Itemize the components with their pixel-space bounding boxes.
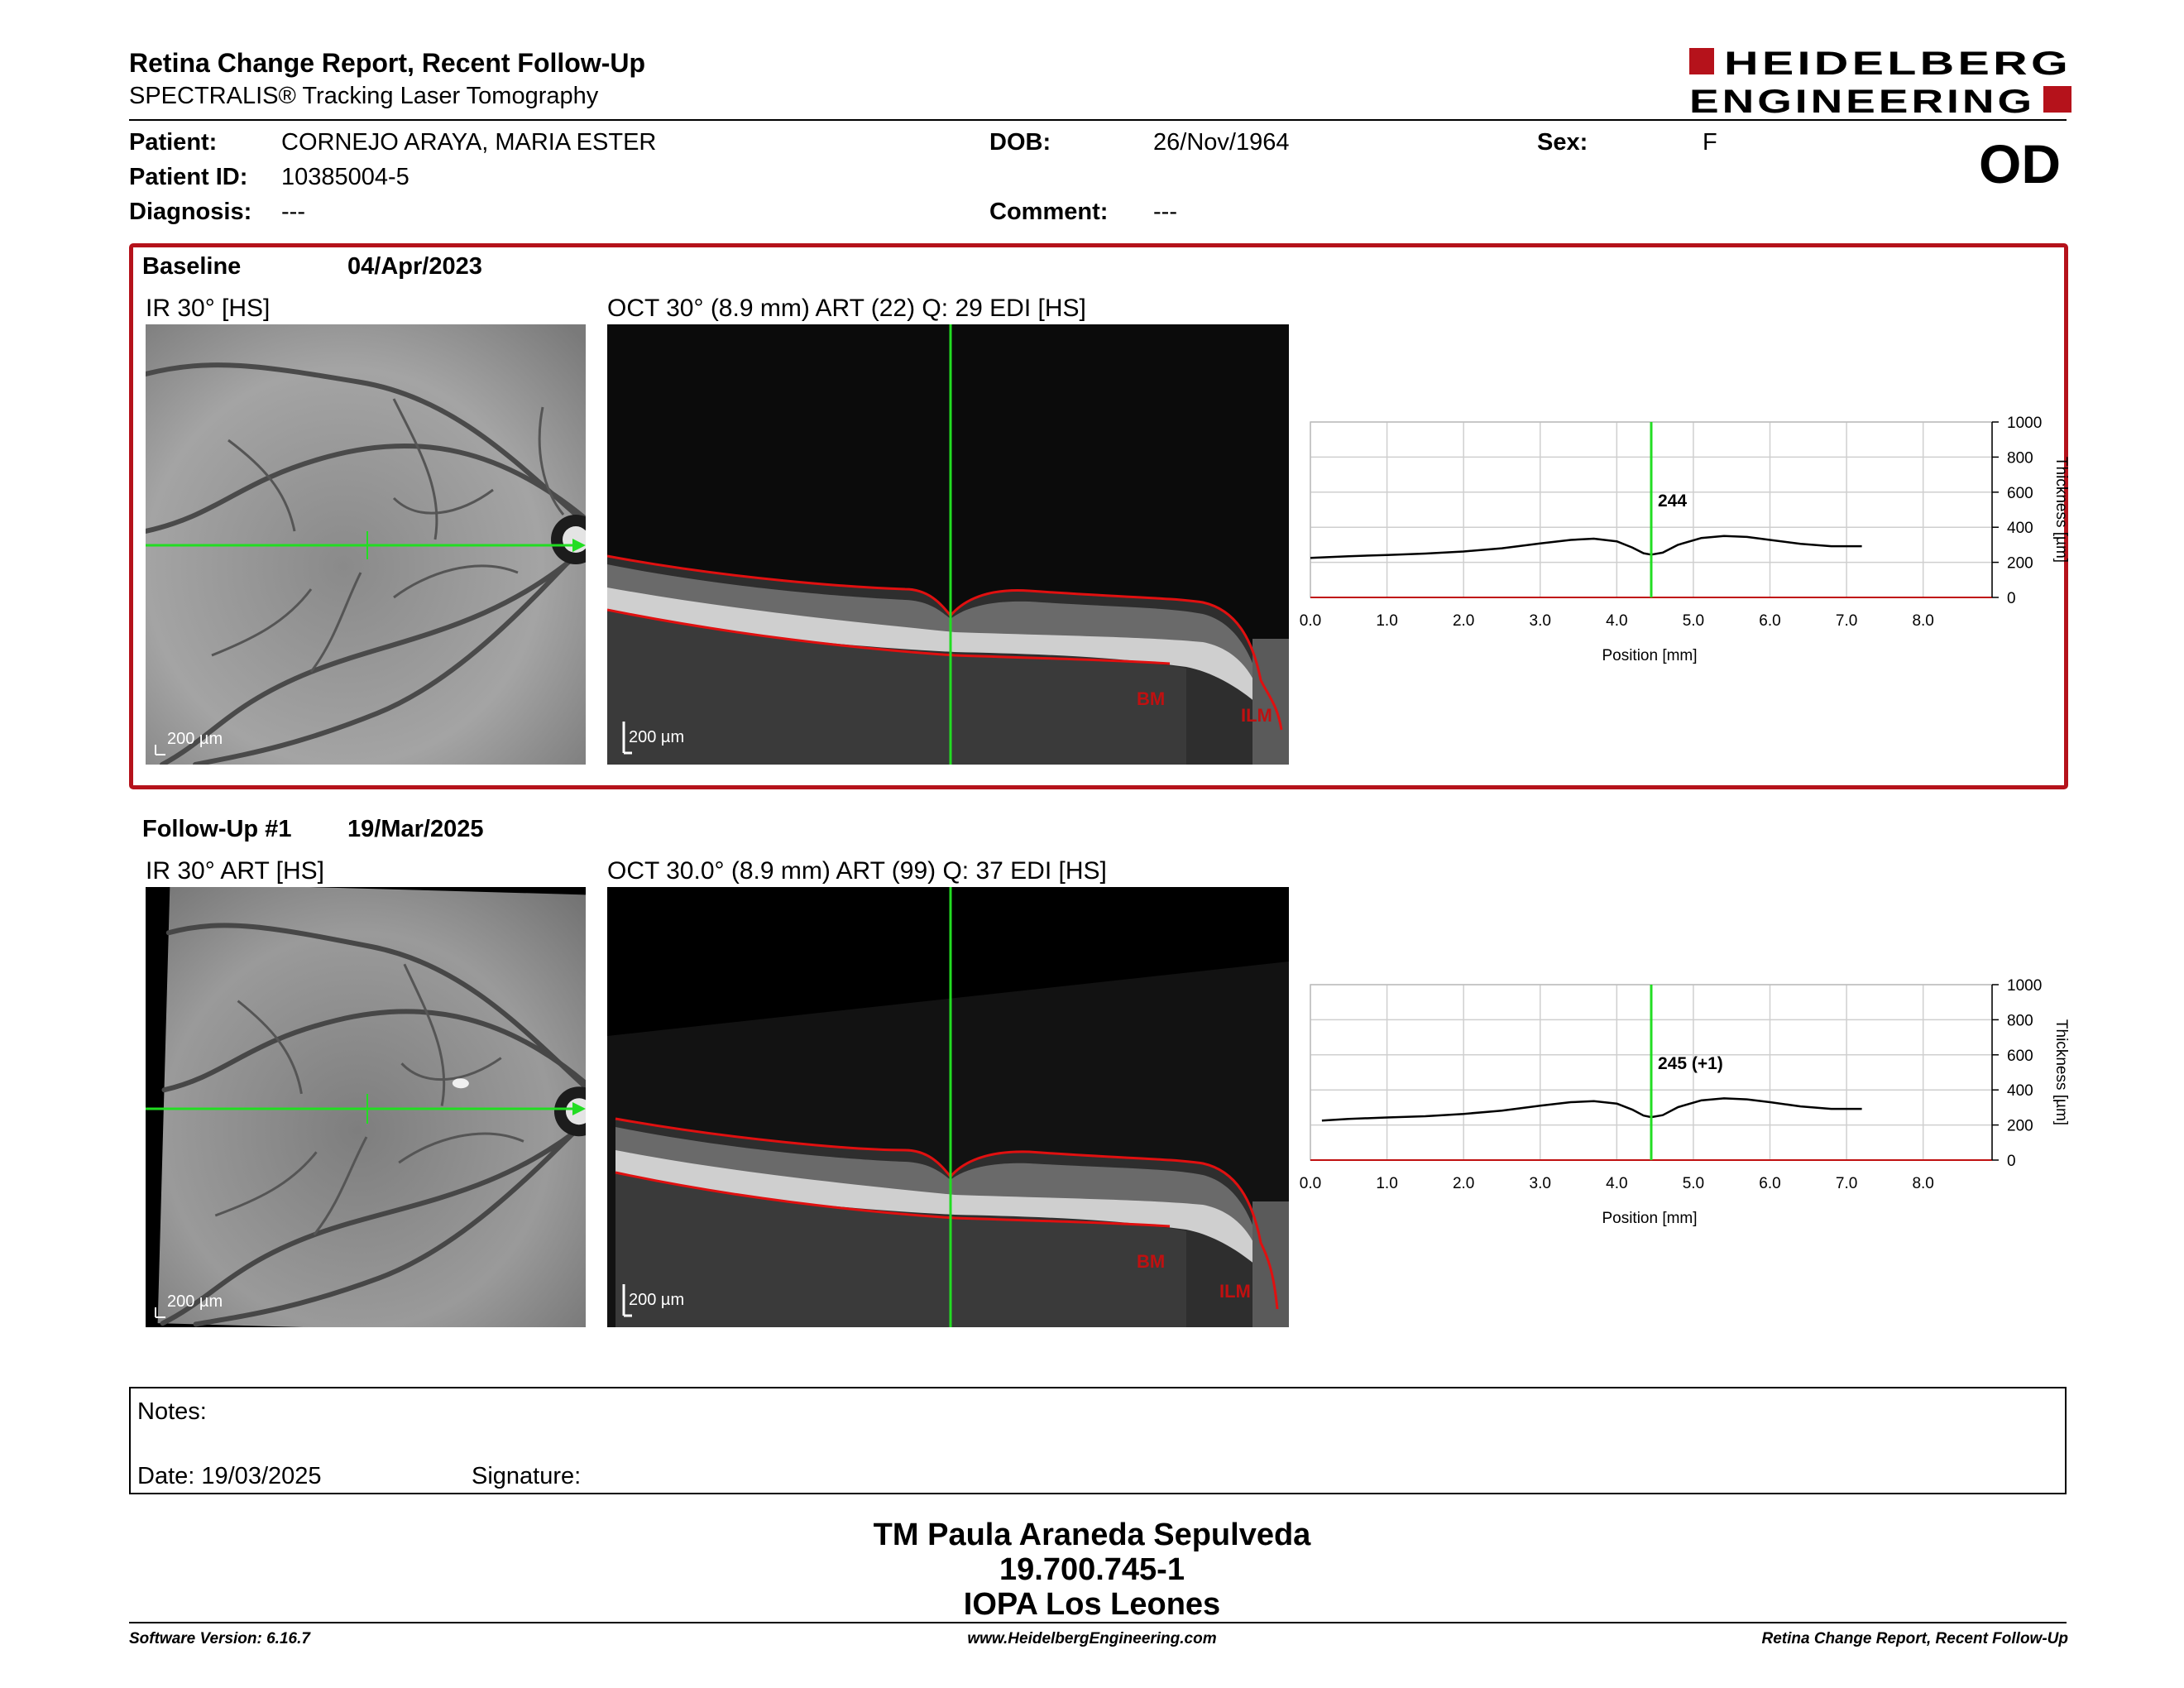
baseline-ir-image: 200 µm: [146, 324, 586, 765]
followup-date: 19/Mar/2025: [347, 816, 484, 842]
x-tick-label: 8.0: [1912, 612, 1933, 630]
x-tick-label: 2.0: [1453, 1175, 1474, 1192]
footer-software: Software Version: 6.16.7: [129, 1630, 310, 1647]
diagnosis-value: ---: [281, 199, 305, 225]
sex-label: Sex:: [1537, 129, 1588, 156]
followup-thickness-chart: 0 200 400 600 800 1000 0.0 1.0 2.0 3.0 4.0 5.0 6.0 7.…: [1299, 976, 2076, 1249]
y-axis-label: Thickness [µm]: [2052, 1019, 2070, 1125]
dob-label: DOB:: [989, 129, 1051, 156]
signature-label: Signature:: [472, 1463, 582, 1489]
svg-text:HEIDELBERG: HEIDELBERG: [1724, 46, 2071, 82]
followup-bm-label: BM: [1137, 1251, 1166, 1272]
report-subtitle: SPECTRALIS® Tracking Laser Tomography: [129, 83, 599, 109]
x-tick-label: 7.0: [1836, 1175, 1857, 1192]
dob-value: 26/Nov/1964: [1153, 129, 1290, 156]
eye-indicator: OD: [1979, 133, 2061, 194]
followup-ir-label: IR 30° ART [HS]: [146, 857, 324, 885]
baseline-label: Baseline: [142, 253, 242, 280]
baseline-thickness-svg: 0 200 400 600 800 1000 0.0 1.0 2.0 3.0 4.0 5.0 6.0 7.…: [1300, 415, 2070, 664]
footer-website[interactable]: www.HeidelbergEngineering.com: [967, 1630, 1217, 1647]
x-axis-label: Position [mm]: [1602, 1210, 1697, 1227]
followup-ir-image: 200 µm: [146, 887, 586, 1327]
x-tick-label: 6.0: [1759, 612, 1780, 630]
followup-ir-scale: 200 µm: [167, 1292, 223, 1311]
patient-name-label: Patient:: [129, 129, 218, 156]
signer-institution: IOPA Los Leones: [963, 1587, 1221, 1622]
baseline-oct-scale: 200 µm: [629, 728, 685, 746]
x-tick-label: 5.0: [1683, 612, 1704, 630]
x-tick-label: 4.0: [1606, 612, 1627, 630]
svg-text:ENGINEERING: ENGINEERING: [1689, 84, 2035, 116]
followup-oct-scale: 200 µm: [629, 1291, 685, 1309]
y-axis-label: Thickness [µm]: [2052, 457, 2070, 563]
y-tick-label: 0: [2007, 590, 2016, 607]
y-tick-label: 800: [2007, 449, 2033, 467]
y-tick-label: 200: [2007, 555, 2033, 573]
baseline-ir-label: IR 30° [HS]: [146, 295, 271, 322]
x-tick-label: 6.0: [1759, 1175, 1780, 1192]
y-tick-label: 200: [2007, 1118, 2033, 1135]
x-tick-label: 1.0: [1376, 612, 1397, 630]
x-tick-label: 3.0: [1530, 1175, 1551, 1192]
header-divider: [129, 119, 2067, 121]
followup-ilm-label: ILM: [1219, 1281, 1251, 1302]
baseline-date: 04/Apr/2023: [347, 253, 482, 280]
comment-value: ---: [1153, 199, 1177, 225]
baseline-oct-label: OCT 30° (8.9 mm) ART (22) Q: 29 EDI [HS]: [607, 295, 1086, 322]
notes-box[interactable]: Notes: Date: 19/03/2025 Signature:: [129, 1387, 2067, 1494]
baseline-oct-image: 200 µm BM ILM: [607, 324, 1289, 765]
baseline-ilm-label: ILM: [1241, 705, 1272, 726]
diagnosis-label: Diagnosis:: [129, 199, 252, 225]
y-tick-label: 600: [2007, 485, 2033, 502]
report-title: Retina Change Report, Recent Follow-Up: [129, 48, 646, 78]
y-tick-label: 1000: [2007, 415, 2042, 432]
footer-report: Retina Change Report, Recent Follow-Up: [1761, 1630, 2068, 1647]
followup-label: Follow-Up #1: [142, 816, 292, 842]
x-tick-label: 5.0: [1683, 1175, 1704, 1192]
footer-divider: [129, 1622, 2067, 1623]
baseline-bm-label: BM: [1137, 688, 1166, 709]
followup-oct-image: 200 µm BM ILM: [607, 887, 1289, 1327]
y-tick-label: 1000: [2007, 977, 2042, 995]
y-tick-label: 0: [2007, 1153, 2016, 1170]
notes-date: Date: 19/03/2025: [137, 1463, 322, 1489]
baseline-panel: [129, 243, 2068, 789]
followup-oct-label: OCT 30.0° (8.9 mm) ART (99) Q: 37 EDI [H…: [607, 857, 1107, 885]
x-tick-label: 1.0: [1376, 1175, 1397, 1192]
x-axis-label: Position [mm]: [1602, 647, 1697, 664]
marker-value-label: 244: [1658, 492, 1687, 511]
patient-name: CORNEJO ARAYA, MARIA ESTER: [281, 129, 657, 156]
y-tick-label: 400: [2007, 1082, 2033, 1100]
comment-label: Comment:: [989, 199, 1109, 225]
x-tick-label: 0.0: [1300, 1175, 1321, 1192]
sex-value: F: [1703, 129, 1717, 156]
thickness-series-line: [1321, 1097, 1862, 1122]
marker-value-label: 245 (+1): [1658, 1054, 1723, 1073]
thickness-series-line: [1310, 535, 1862, 559]
notes-label: Notes:: [137, 1398, 207, 1425]
x-tick-label: 8.0: [1912, 1175, 1933, 1192]
signer-id: 19.700.745-1: [999, 1552, 1185, 1587]
baseline-thickness-chart: 0 200 400 600 800 1000 0.0 1.0 2.0 3.0 4.0 5.0 6.0 7.…: [1299, 414, 2076, 687]
y-tick-label: 600: [2007, 1048, 2033, 1065]
x-tick-label: 0.0: [1300, 612, 1321, 630]
signer-name: TM Paula Araneda Sepulveda: [873, 1518, 1311, 1552]
x-tick-label: 7.0: [1836, 612, 1857, 630]
patient-id: 10385004-5: [281, 164, 410, 190]
y-tick-label: 800: [2007, 1012, 2033, 1029]
heidelberg-logo: HEIDELBERG ENGINEERING: [1689, 46, 2074, 120]
followup-thickness-svg: 0 200 400 600 800 1000 0.0 1.0 2.0 3.0 4.0 5.0 6.0 7.…: [1300, 977, 2070, 1227]
patient-id-label: Patient ID:: [129, 164, 248, 190]
baseline-ir-scale: 200 µm: [167, 730, 223, 748]
x-tick-label: 3.0: [1530, 612, 1551, 630]
y-tick-label: 400: [2007, 520, 2033, 537]
x-tick-label: 2.0: [1453, 612, 1474, 630]
x-tick-label: 4.0: [1606, 1175, 1627, 1192]
